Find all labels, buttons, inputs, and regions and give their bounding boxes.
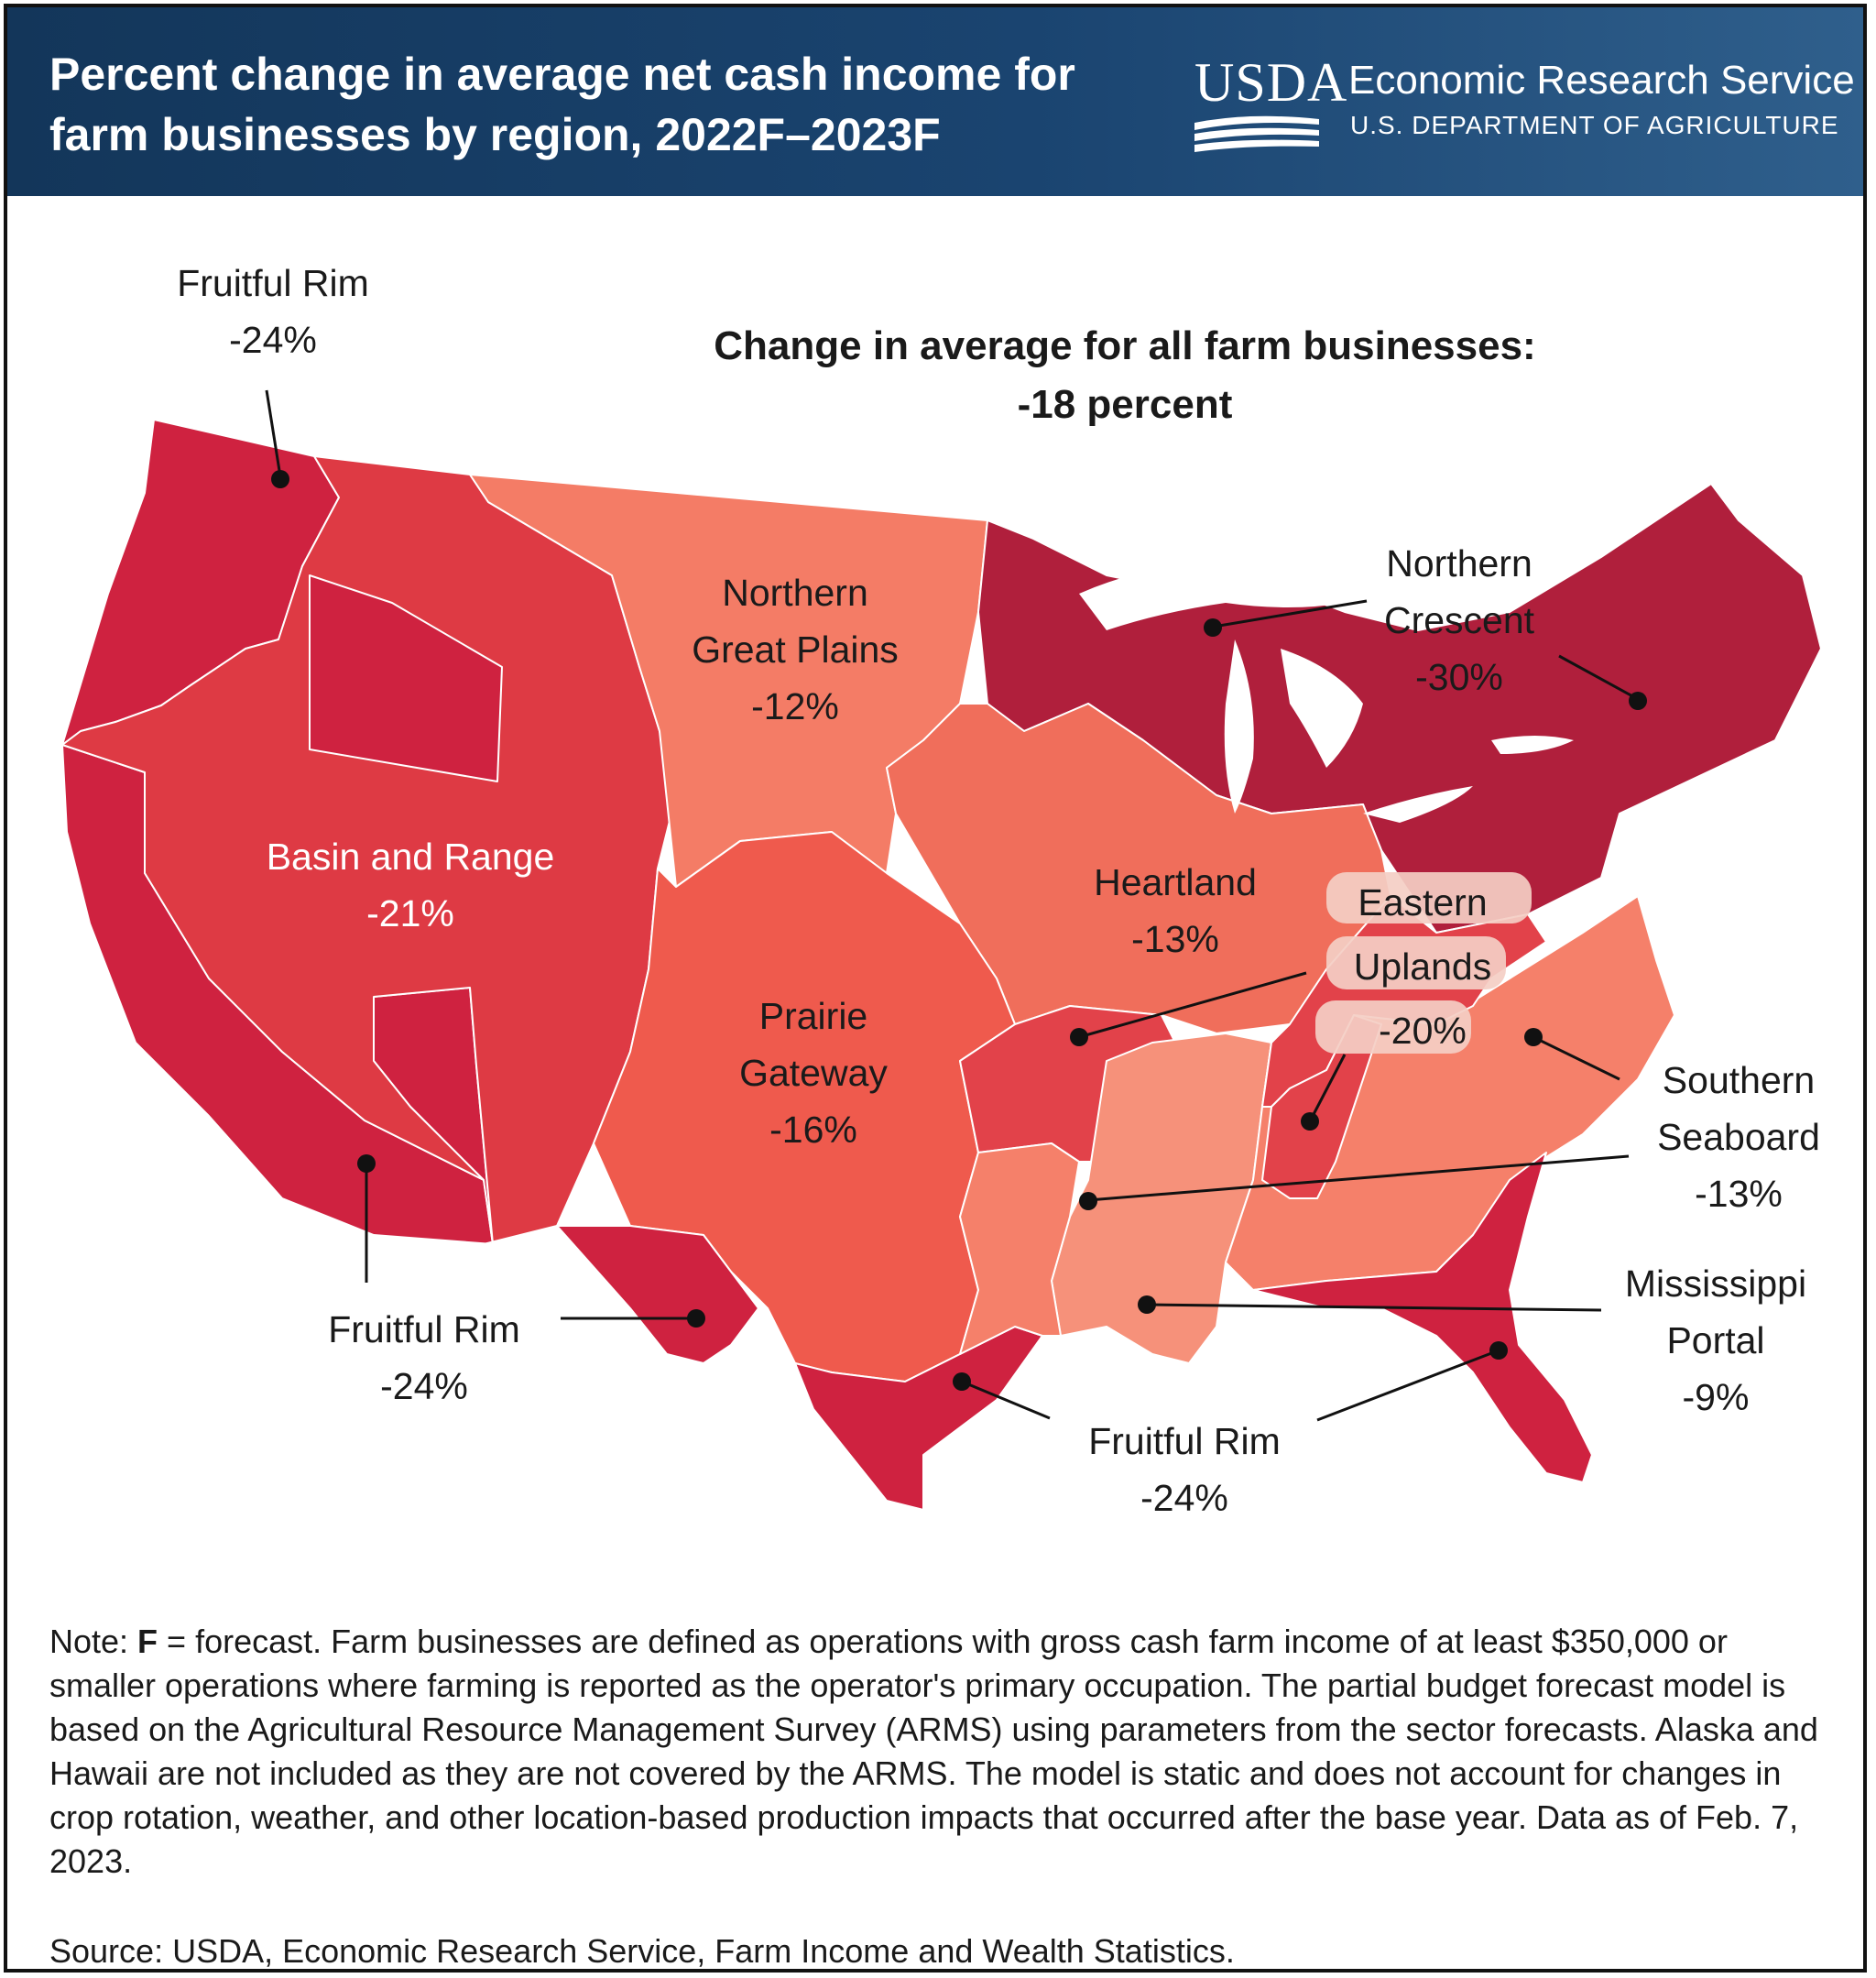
label-heartland: Heartland -13%: [1052, 854, 1299, 967]
agency-name: Economic Research Service: [1348, 58, 1855, 103]
leader-ncres: [1213, 599, 1368, 628]
label-name-1: Prairie: [758, 995, 868, 1037]
leader-miss-mid: [1087, 1154, 1630, 1202]
region-eastern-uplands-south: [1261, 1014, 1382, 1199]
label-value: -20%: [1379, 1010, 1467, 1052]
label-name: Fruitful Rim: [1088, 1420, 1281, 1462]
marker-south: [1524, 1028, 1543, 1046]
label-name: Basin and Range: [266, 836, 555, 878]
leader-south: [1534, 1036, 1620, 1081]
region-fruitful-rim-texas-gulf: [794, 1326, 1043, 1511]
usda-field-icon: [1194, 115, 1319, 152]
chart-title: Percent change in average net cash incom…: [49, 49, 1075, 160]
header-banner: Percent change in average net cash incom…: [7, 7, 1863, 196]
label-mississippi-portal: Mississippi Portal -9%: [1592, 1255, 1839, 1426]
marker-fruitful-gulf: [953, 1372, 971, 1391]
lake-ontario: [1491, 736, 1574, 754]
lake-superior: [1079, 564, 1345, 630]
marker-eastern-south: [1301, 1112, 1319, 1131]
lake-michigan: [1224, 639, 1254, 814]
usda-wordmark: USDA: [1194, 52, 1348, 113]
label-name-2: Crescent: [1383, 599, 1535, 641]
usda-ers-logo: USDA Economic Research Service U.S. DEPA…: [1194, 52, 1855, 154]
label-eastern-uplands: Eastern Uplands -20%: [1308, 870, 1537, 1063]
leader-fruitful-fl: [1316, 1349, 1500, 1422]
eastern-uplands-label-bg-3: [1315, 1000, 1471, 1054]
region-fruitful-rim-florida: [1252, 1152, 1593, 1483]
label-southern-seaboard: Southern Seaboard -13%: [1629, 1052, 1849, 1222]
leader-miss: [1146, 1303, 1602, 1312]
leader-ncres-east: [1558, 654, 1637, 700]
label-name-1: Eastern: [1358, 881, 1488, 923]
label-northern-great-plains: Northern Great Plains -12%: [649, 564, 942, 735]
label-value: -21%: [366, 892, 454, 934]
label-value: -12%: [751, 685, 839, 727]
lake-huron: [1281, 649, 1363, 768]
leader-eastern-ozark: [1078, 971, 1307, 1039]
marker-fruitful-nw: [271, 470, 289, 488]
note-prefix: Note:: [49, 1623, 138, 1660]
label-northern-crescent: Northern Crescent -30%: [1326, 535, 1592, 705]
marker-fruitful-fl: [1489, 1341, 1508, 1360]
leader-fruitful-nw: [265, 389, 282, 477]
label-fruitful-rim-southwest: Fruitful Rim -24%: [300, 1301, 548, 1415]
marker-ncres-east: [1629, 692, 1647, 710]
label-prairie-gateway: Prairie Gateway -16%: [704, 988, 923, 1158]
label-name-1: Mississippi: [1624, 1262, 1807, 1305]
label-fruitful-rim-northwest: Fruitful Rim -24%: [154, 255, 392, 368]
infographic-frame: Percent change in average net cash incom…: [4, 4, 1867, 1973]
footnote: Note: F = forecast. Farm businesses are …: [49, 1620, 1836, 1884]
marker-fruitful-tx: [687, 1309, 705, 1328]
label-name-1: Northern: [722, 572, 868, 614]
label-value: -13%: [1695, 1173, 1783, 1215]
label-basin-and-range: Basin and Range -21%: [227, 828, 594, 942]
eastern-uplands-label-bg-2: [1326, 936, 1506, 989]
label-name-2: Gateway: [739, 1052, 888, 1094]
label-value: -24%: [380, 1365, 468, 1407]
label-name-1: Northern: [1386, 542, 1532, 585]
department-name: U.S. DEPARTMENT OF AGRICULTURE: [1350, 111, 1839, 139]
marker-fruitful-sw: [357, 1154, 376, 1173]
eastern-uplands-label-bg-1: [1326, 872, 1532, 923]
label-name: Fruitful Rim: [177, 262, 369, 304]
label-name-2: Uplands: [1353, 945, 1492, 988]
region-fruitful-rim-texas-west: [556, 1225, 759, 1364]
label-fruitful-rim-southeast: Fruitful Rim -24%: [1052, 1413, 1317, 1526]
leader-eastern-south: [1308, 1054, 1347, 1122]
us-region-map: [61, 389, 1822, 1511]
region-fruitful-rim-idaho: [309, 574, 503, 782]
label-name-2: Portal: [1666, 1319, 1765, 1361]
label-name: Heartland: [1094, 861, 1257, 903]
marker-miss: [1138, 1295, 1156, 1314]
label-name: Fruitful Rim: [328, 1308, 520, 1350]
label-value: -13%: [1131, 918, 1219, 960]
label-value: -30%: [1415, 656, 1503, 698]
source-line: Source: USDA, Economic Research Service,…: [49, 1932, 1235, 1970]
leader-fruitful-gulf: [961, 1380, 1051, 1420]
lake-erie: [1363, 786, 1473, 823]
label-name-2: Great Plains: [692, 628, 899, 671]
marker-miss-mid: [1079, 1192, 1097, 1210]
label-name-2: Seaboard: [1657, 1116, 1820, 1158]
overall-average-line1: Change in average for all farm businesse…: [714, 323, 1536, 368]
region-southern-seaboard: [959, 1142, 1080, 1355]
overall-average-line2: -18 percent: [1017, 382, 1233, 427]
marker-ncres: [1204, 618, 1222, 637]
label-value: -9%: [1682, 1376, 1750, 1418]
label-value: -24%: [229, 319, 317, 361]
region-southern-seaboard-east: [1225, 895, 1675, 1291]
note-bold: F: [137, 1623, 158, 1660]
overall-average-label: Change in average for all farm businesse…: [667, 317, 1583, 434]
label-value: -16%: [769, 1109, 857, 1151]
note-text: = forecast. Farm businesses are defined …: [49, 1623, 1818, 1880]
marker-eastern-ozark: [1070, 1028, 1088, 1046]
label-value: -24%: [1140, 1477, 1228, 1519]
label-name-1: Southern: [1662, 1059, 1816, 1101]
